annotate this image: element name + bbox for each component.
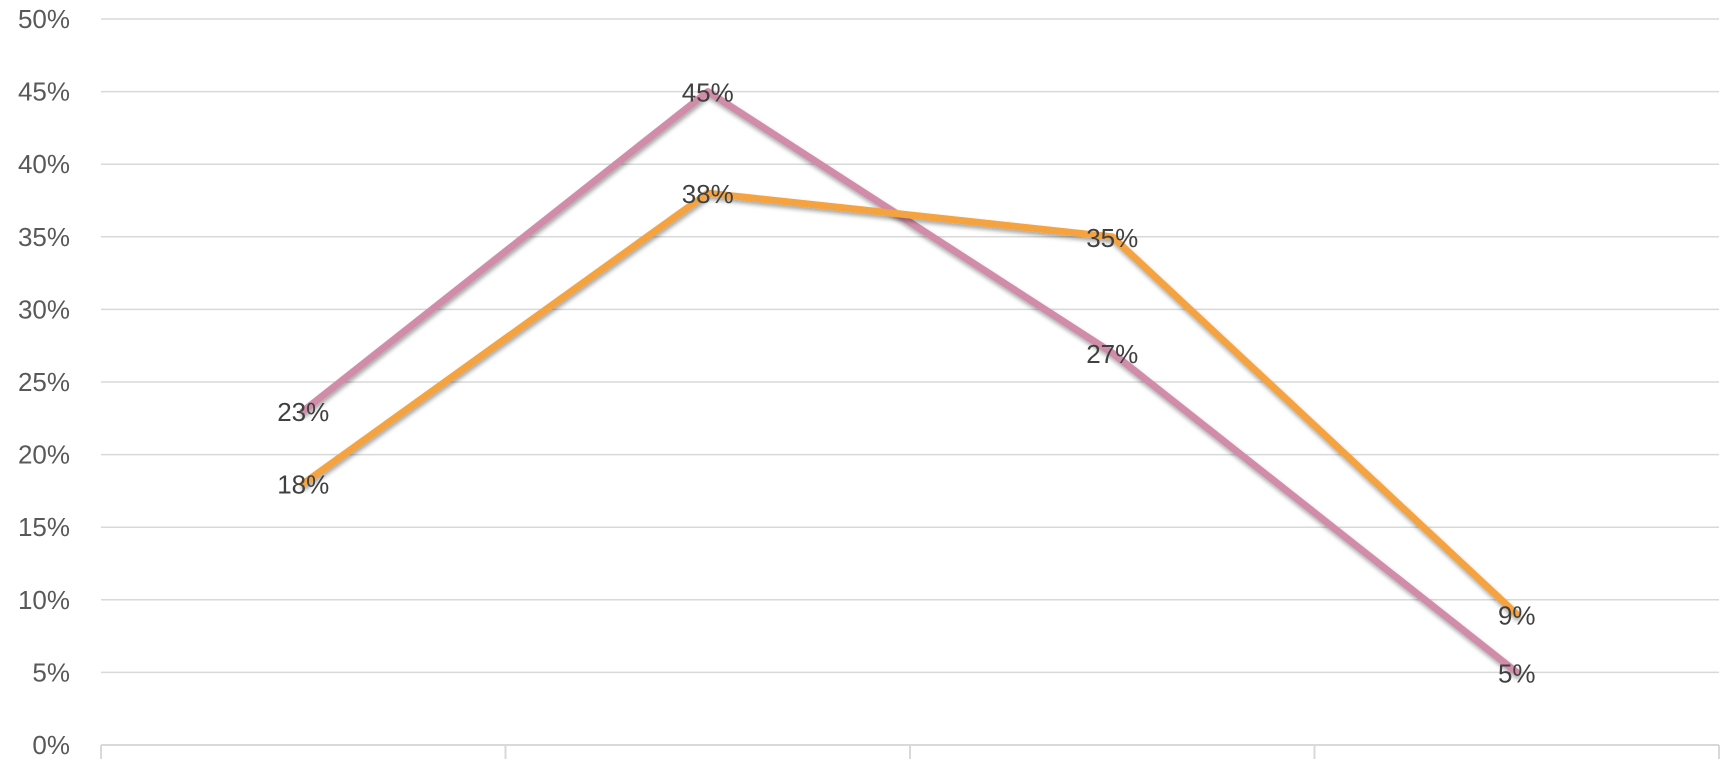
data-label: 9% [1498, 600, 1536, 630]
y-tick-label: 35% [18, 222, 70, 252]
y-tick-label: 15% [18, 512, 70, 542]
y-tick-label: 40% [18, 149, 70, 179]
category-label: BASE [1078, 755, 1147, 759]
data-point [1111, 236, 1113, 238]
data-label: 27% [1086, 339, 1138, 369]
data-point [1516, 671, 1518, 673]
y-tick-label: 0% [32, 730, 70, 759]
gridlines [101, 18, 1719, 674]
data-point [707, 91, 709, 93]
data-label: 5% [1498, 658, 1536, 688]
series-line-2 [299, 189, 1521, 618]
series-line-1 [299, 88, 1521, 676]
category-label: INTERMEDIO [626, 755, 789, 759]
y-tick-label: 50% [18, 4, 70, 34]
data-label: 45% [682, 78, 734, 108]
y-axis-tick-labels: 0% 5% 10% 15% 20% 25% 30% 35% 40% 45% 50% [18, 4, 70, 760]
data-point [302, 483, 304, 485]
y-tick-label: 30% [18, 294, 70, 324]
category-label: BASSO [1472, 755, 1562, 759]
data-label: 18% [277, 470, 329, 500]
y-tick-label: 25% [18, 367, 70, 397]
data-point [707, 192, 709, 194]
series-lines [299, 88, 1521, 676]
category-label: AVANZATO [236, 755, 370, 759]
data-label: 38% [682, 179, 734, 209]
data-point [1111, 352, 1113, 354]
y-tick-label: 45% [18, 77, 70, 107]
y-tick-label: 20% [18, 440, 70, 470]
y-tick-label: 5% [32, 657, 70, 687]
data-point [1516, 613, 1518, 615]
x-axis: AVANZATO INTERMEDIO BASE BASSO [100, 744, 1720, 764]
data-label: 35% [1086, 223, 1138, 253]
data-labels: 23% 45% 27% 5% 18% 38% 35% 9% [277, 78, 1535, 689]
data-label: 23% [277, 397, 329, 427]
data-point [302, 410, 304, 412]
y-tick-label: 10% [18, 585, 70, 615]
